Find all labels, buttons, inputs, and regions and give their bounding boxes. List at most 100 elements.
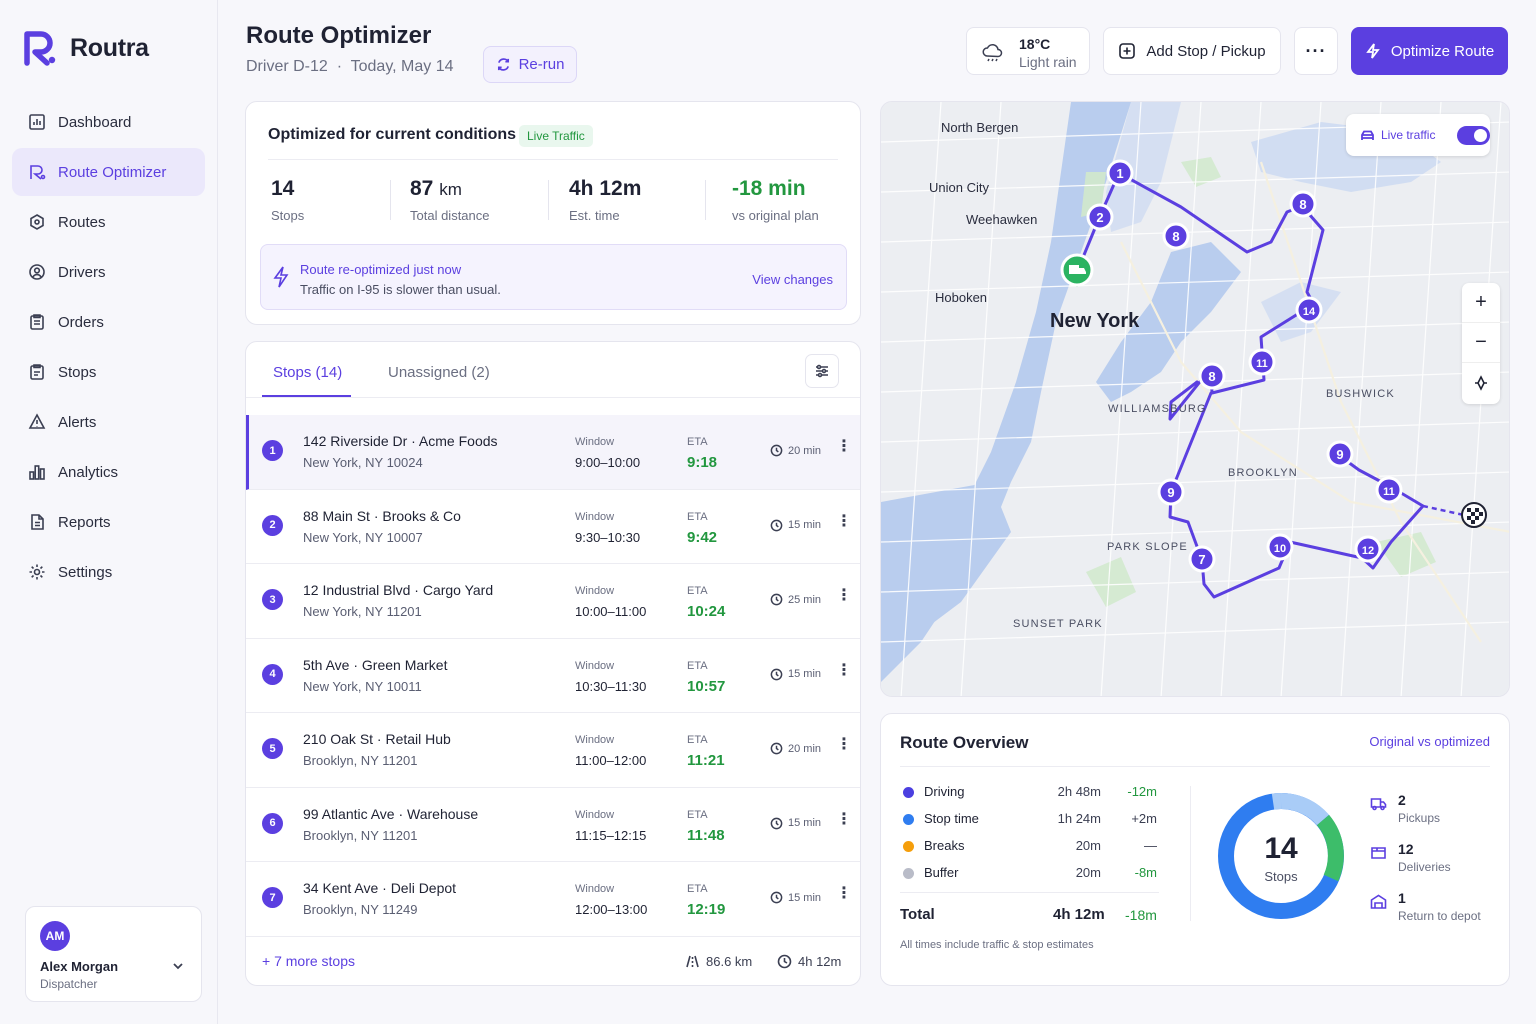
map-pin-label: 8 xyxy=(1208,369,1215,384)
more-stops-link[interactable]: + 7 more stops xyxy=(262,953,355,969)
overview-row-breaks: Breaks 20m — xyxy=(903,837,1163,857)
zoom-in-button[interactable]: + xyxy=(1462,283,1500,323)
eta-value: 12:19 xyxy=(687,901,726,918)
filter-button[interactable] xyxy=(805,354,839,388)
package-icon xyxy=(1371,847,1386,859)
sidebar-item-drivers[interactable]: Drivers xyxy=(12,248,205,296)
map-pin[interactable]: 7 xyxy=(1188,545,1216,573)
map-pin[interactable]: 11 xyxy=(1375,476,1403,504)
stat-value: 4h 12m xyxy=(569,177,642,200)
window-label: Window xyxy=(575,808,615,821)
stat-label: Deliveries xyxy=(1398,860,1451,874)
duration-value: 15 min xyxy=(788,668,822,680)
sidebar-item-label: Alerts xyxy=(58,413,97,431)
clock-icon xyxy=(770,593,783,606)
rerun-button[interactable]: Re-run xyxy=(483,46,577,83)
routes-icon xyxy=(30,214,44,230)
map-pin[interactable]: 1 xyxy=(1106,159,1134,187)
clock-icon xyxy=(770,742,783,755)
recenter-button[interactable] xyxy=(1462,363,1500,403)
map-pin[interactable]: 8 xyxy=(1198,362,1226,390)
original-vs-optimized-link[interactable]: Original vs optimized xyxy=(1369,734,1490,749)
row-menu-icon[interactable]: ⋮ xyxy=(836,661,852,679)
sidebar-item-stops[interactable]: Stops xyxy=(12,348,205,396)
divider xyxy=(900,892,1159,893)
live-traffic-toggle[interactable]: Live traffic xyxy=(1346,114,1490,156)
sidebar-item-dashboard[interactable]: Dashboard xyxy=(12,98,205,146)
truck-icon xyxy=(1370,798,1387,811)
sidebar-item-alerts[interactable]: Alerts xyxy=(12,398,205,446)
stop-row[interactable]: 6 99 Atlantic Ave · Warehouse Brooklyn, … xyxy=(246,788,860,862)
brand-name: Routra xyxy=(70,33,149,62)
user-card[interactable]: AM Alex Morgan Dispatcher xyxy=(25,906,202,1002)
stop-row[interactable]: 7 34 Kent Ave · Deli Depot Brooklyn, NY … xyxy=(246,862,860,937)
chevron-down-icon[interactable] xyxy=(171,959,185,973)
optimize-route-button[interactable]: Optimize Route xyxy=(1351,27,1508,75)
row-menu-icon[interactable]: ⋮ xyxy=(836,512,852,530)
clock-icon xyxy=(770,668,783,680)
duration-value: 15 min xyxy=(788,891,822,904)
toggle-switch[interactable] xyxy=(1457,126,1490,145)
map-pin[interactable]: 2 xyxy=(1086,203,1114,231)
sidebar-item-route-optimizer[interactable]: Route Optimizer xyxy=(12,148,205,196)
stop-row[interactable]: 4 5th Ave · Green Market New York, NY 10… xyxy=(246,639,860,713)
map-pin[interactable]: 9 xyxy=(1157,478,1185,506)
map-pin[interactable]: 10 xyxy=(1266,533,1294,561)
window-value: 12:00–13:00 xyxy=(575,902,648,917)
row-menu-icon[interactable]: ⋮ xyxy=(836,810,852,828)
stat-number: 1 xyxy=(1398,890,1406,906)
add-stop-label: Add Stop / Pickup xyxy=(1146,42,1266,60)
stop-title: 88 Main St · Brooks & Co xyxy=(303,507,461,524)
live-traffic-label: Live traffic xyxy=(1381,128,1436,142)
summary-card: Optimized for current conditions Live Tr… xyxy=(245,101,861,325)
sidebar-item-reports[interactable]: Reports xyxy=(12,498,205,546)
page-title: Route Optimizer xyxy=(246,22,432,49)
row-menu-icon[interactable]: ⋮ xyxy=(836,587,852,604)
map-pin[interactable]: 9 xyxy=(1326,440,1354,468)
view-changes-link[interactable]: View changes xyxy=(752,272,833,287)
tab-unassigned[interactable]: Unassigned (2) xyxy=(388,364,490,381)
stop-address: Brooklyn, NY 11201 xyxy=(303,827,418,843)
stop-title: 142 Riverside Dr · Acme Foods xyxy=(303,433,498,449)
total-label: Total xyxy=(900,906,935,923)
map-pin[interactable]: 12 xyxy=(1354,535,1382,563)
map-pin-label: 14 xyxy=(1303,306,1316,318)
brand[interactable]: Routra xyxy=(24,30,149,66)
tab-stops[interactable]: Stops (14) xyxy=(273,364,343,381)
map-pins[interactable]: 1 2 8 8 14 11 8 9 9 11 7 10 12 xyxy=(1086,159,1403,573)
row-menu-icon[interactable]: ⋮ xyxy=(836,438,852,455)
stat-number: 12 xyxy=(1398,841,1414,857)
zoom-out-button[interactable]: − xyxy=(1462,323,1500,363)
stop-number-badge: 7 xyxy=(262,887,283,908)
page-subtitle: Driver D-12 · Today, May 14 xyxy=(246,58,454,76)
route-overview-card: Route Overview Original vs optimized Dri… xyxy=(880,713,1510,986)
legend-dot xyxy=(903,814,914,825)
weather-desc: Light rain xyxy=(1019,54,1077,70)
more-options-button[interactable]: ··· xyxy=(1294,27,1338,75)
sidebar-item-analytics[interactable]: Analytics xyxy=(12,448,205,496)
stop-row[interactable]: 3 12 Industrial Blvd · Cargo Yard New Yo… xyxy=(246,564,860,639)
map-pin[interactable]: 8 xyxy=(1289,190,1317,218)
add-stop-button[interactable]: Add Stop / Pickup xyxy=(1103,27,1281,75)
clock-icon xyxy=(770,444,783,457)
sidebar-item-settings[interactable]: Settings xyxy=(12,548,205,596)
distance-value: 87 xyxy=(410,177,434,200)
reports-icon xyxy=(31,514,44,530)
donut-label: Stops xyxy=(1264,869,1298,884)
sidebar-item-routes[interactable]: Routes xyxy=(12,198,205,246)
legend-dot xyxy=(903,841,914,852)
window-label: Window xyxy=(575,734,615,746)
row-menu-icon[interactable]: ⋮ xyxy=(836,885,852,902)
map-pin[interactable]: 14 xyxy=(1295,296,1323,324)
row-menu-icon[interactable]: ⋮ xyxy=(836,736,852,753)
route-map[interactable]: 1 2 8 8 14 11 8 9 9 11 7 10 12 North Ber… xyxy=(880,101,1510,697)
sidebar-nav: Dashboard Route Optimizer Routes Drivers… xyxy=(12,98,205,598)
stop-row[interactable]: 5 210 Oak St · Retail Hub Brooklyn, NY 1… xyxy=(246,713,860,788)
refresh-icon xyxy=(497,58,509,71)
map-pin[interactable]: 8 xyxy=(1162,222,1190,250)
sidebar-item-orders[interactable]: Orders xyxy=(12,298,205,346)
stop-row[interactable]: 1 142 Riverside Dr · Acme Foods New York… xyxy=(246,415,860,490)
map-pin[interactable]: 11 xyxy=(1248,348,1276,376)
stop-address: New York, NY 10011 xyxy=(303,678,422,694)
stop-row[interactable]: 2 88 Main St · Brooks & Co New York, NY … xyxy=(246,490,860,564)
